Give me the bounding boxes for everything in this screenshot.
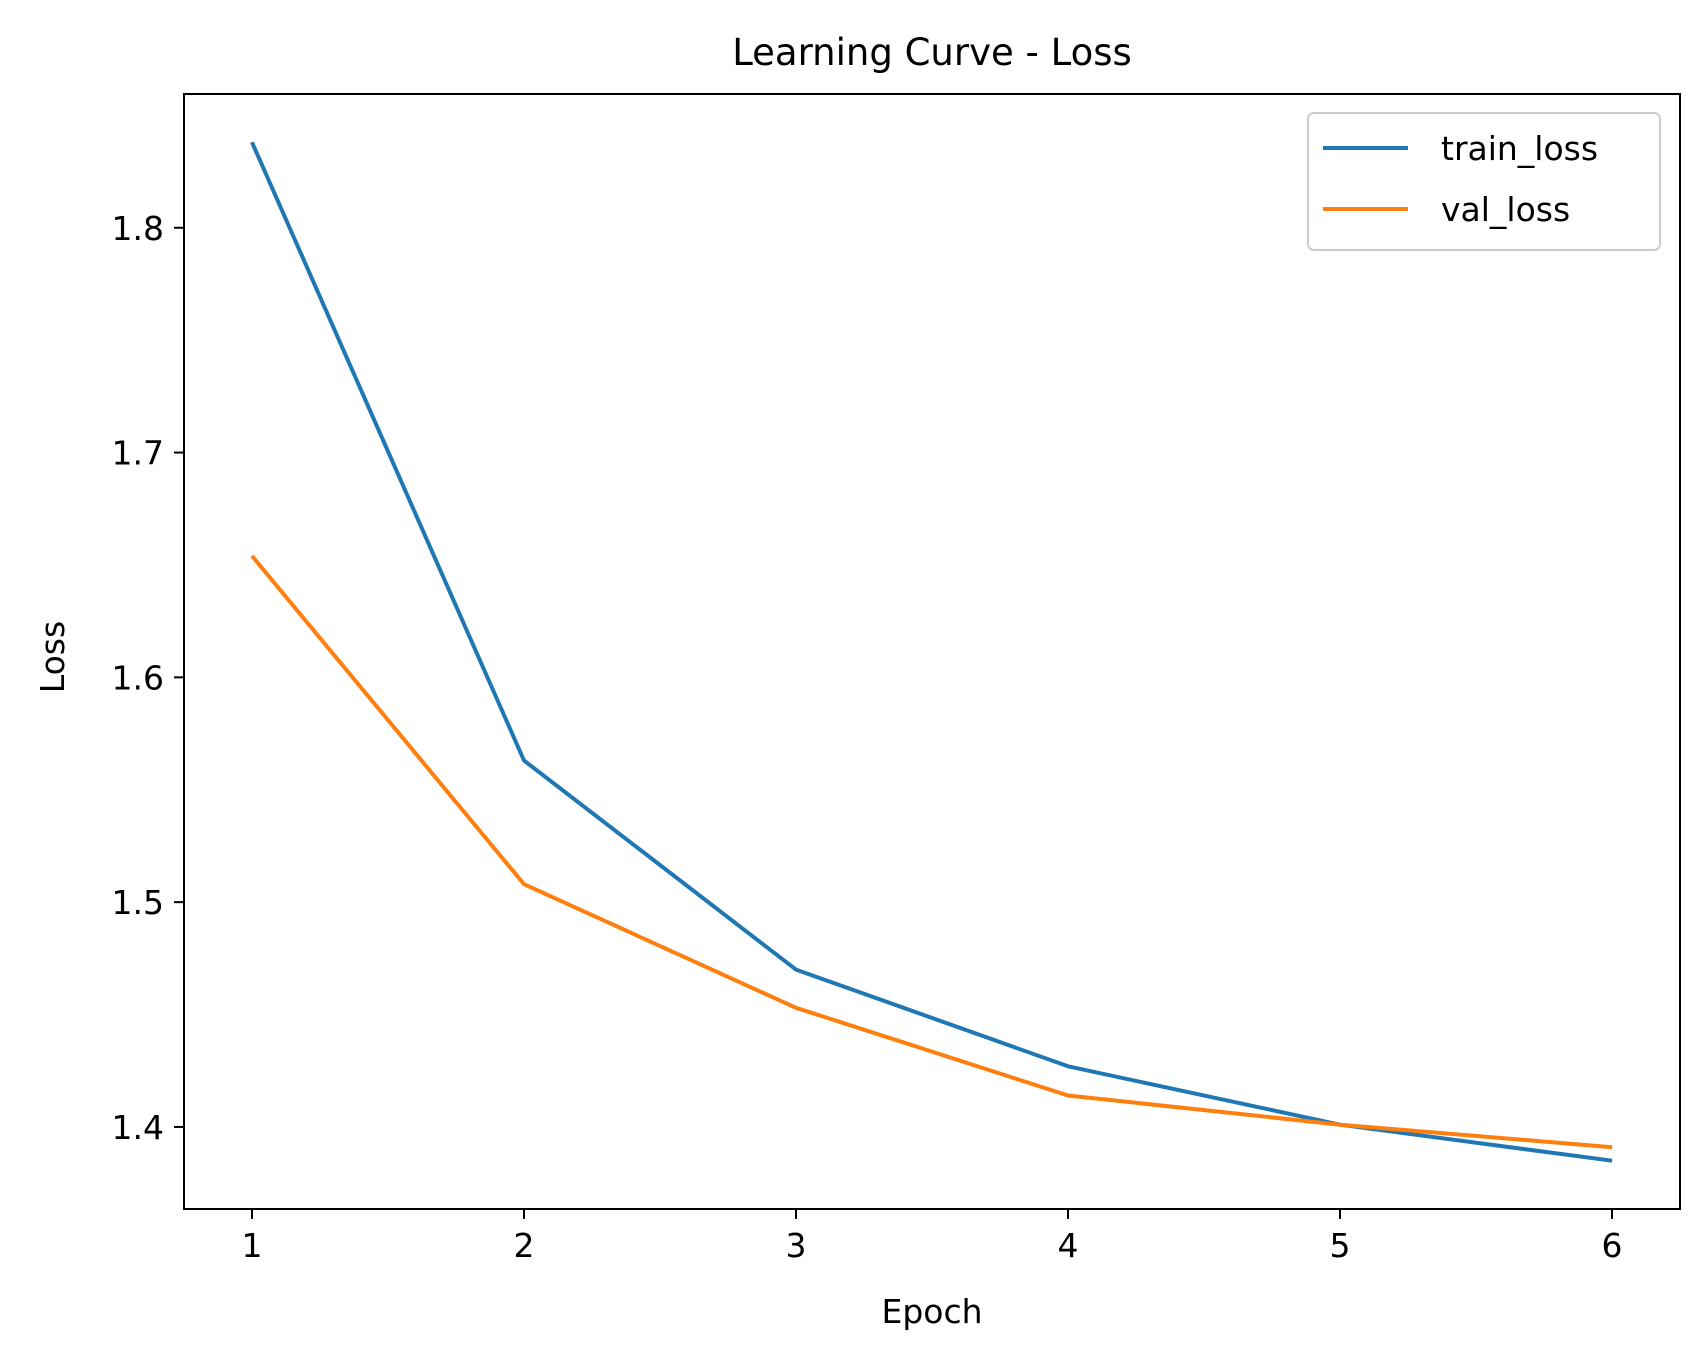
y-tick-label: 1.5 <box>112 883 164 922</box>
x-tick-label: 6 <box>1602 1226 1623 1265</box>
x-tick-label: 5 <box>1330 1226 1351 1265</box>
legend-label-train-loss: train_loss <box>1441 129 1598 168</box>
data-point-train-loss <box>523 760 525 762</box>
x-tick-label: 2 <box>514 1226 535 1265</box>
y-axis-label: Loss <box>33 621 72 693</box>
x-tick-label: 3 <box>786 1226 807 1265</box>
data-point-val-loss <box>523 883 525 885</box>
x-axis-label: Epoch <box>881 1292 982 1331</box>
series-line-val-loss <box>250 554 1613 1150</box>
y-axis-ticks: 1.4 1.5 1.6 1.7 1.8 <box>112 209 184 1147</box>
plot-frame <box>183 93 1681 1210</box>
chart-title: Learning Curve - Loss <box>732 31 1132 74</box>
series-line-train-loss <box>250 141 1613 1163</box>
data-point-train-loss <box>251 141 253 143</box>
data-point-val-loss <box>1339 1124 1341 1126</box>
series-layer <box>250 141 1613 1163</box>
data-point-train-loss <box>795 969 797 971</box>
data-point-val-loss <box>795 1007 797 1009</box>
data-point-train-loss <box>1067 1065 1069 1067</box>
x-tick-label: 1 <box>242 1226 263 1265</box>
y-tick-label: 1.7 <box>112 434 164 473</box>
y-tick-label: 1.6 <box>112 658 164 697</box>
x-tick-label: 4 <box>1058 1226 1079 1265</box>
data-point-val-loss <box>251 555 253 557</box>
data-point-train-loss <box>1611 1160 1613 1162</box>
data-point-val-loss <box>1611 1146 1613 1148</box>
legend-label-val-loss: val_loss <box>1441 190 1570 229</box>
x-axis-ticks: 1 2 3 4 5 6 <box>242 1209 1623 1265</box>
legend: train_loss val_loss <box>1307 112 1661 251</box>
y-tick-label: 1.4 <box>112 1108 164 1147</box>
y-tick-label: 1.8 <box>112 209 164 248</box>
data-point-val-loss <box>1067 1094 1069 1096</box>
